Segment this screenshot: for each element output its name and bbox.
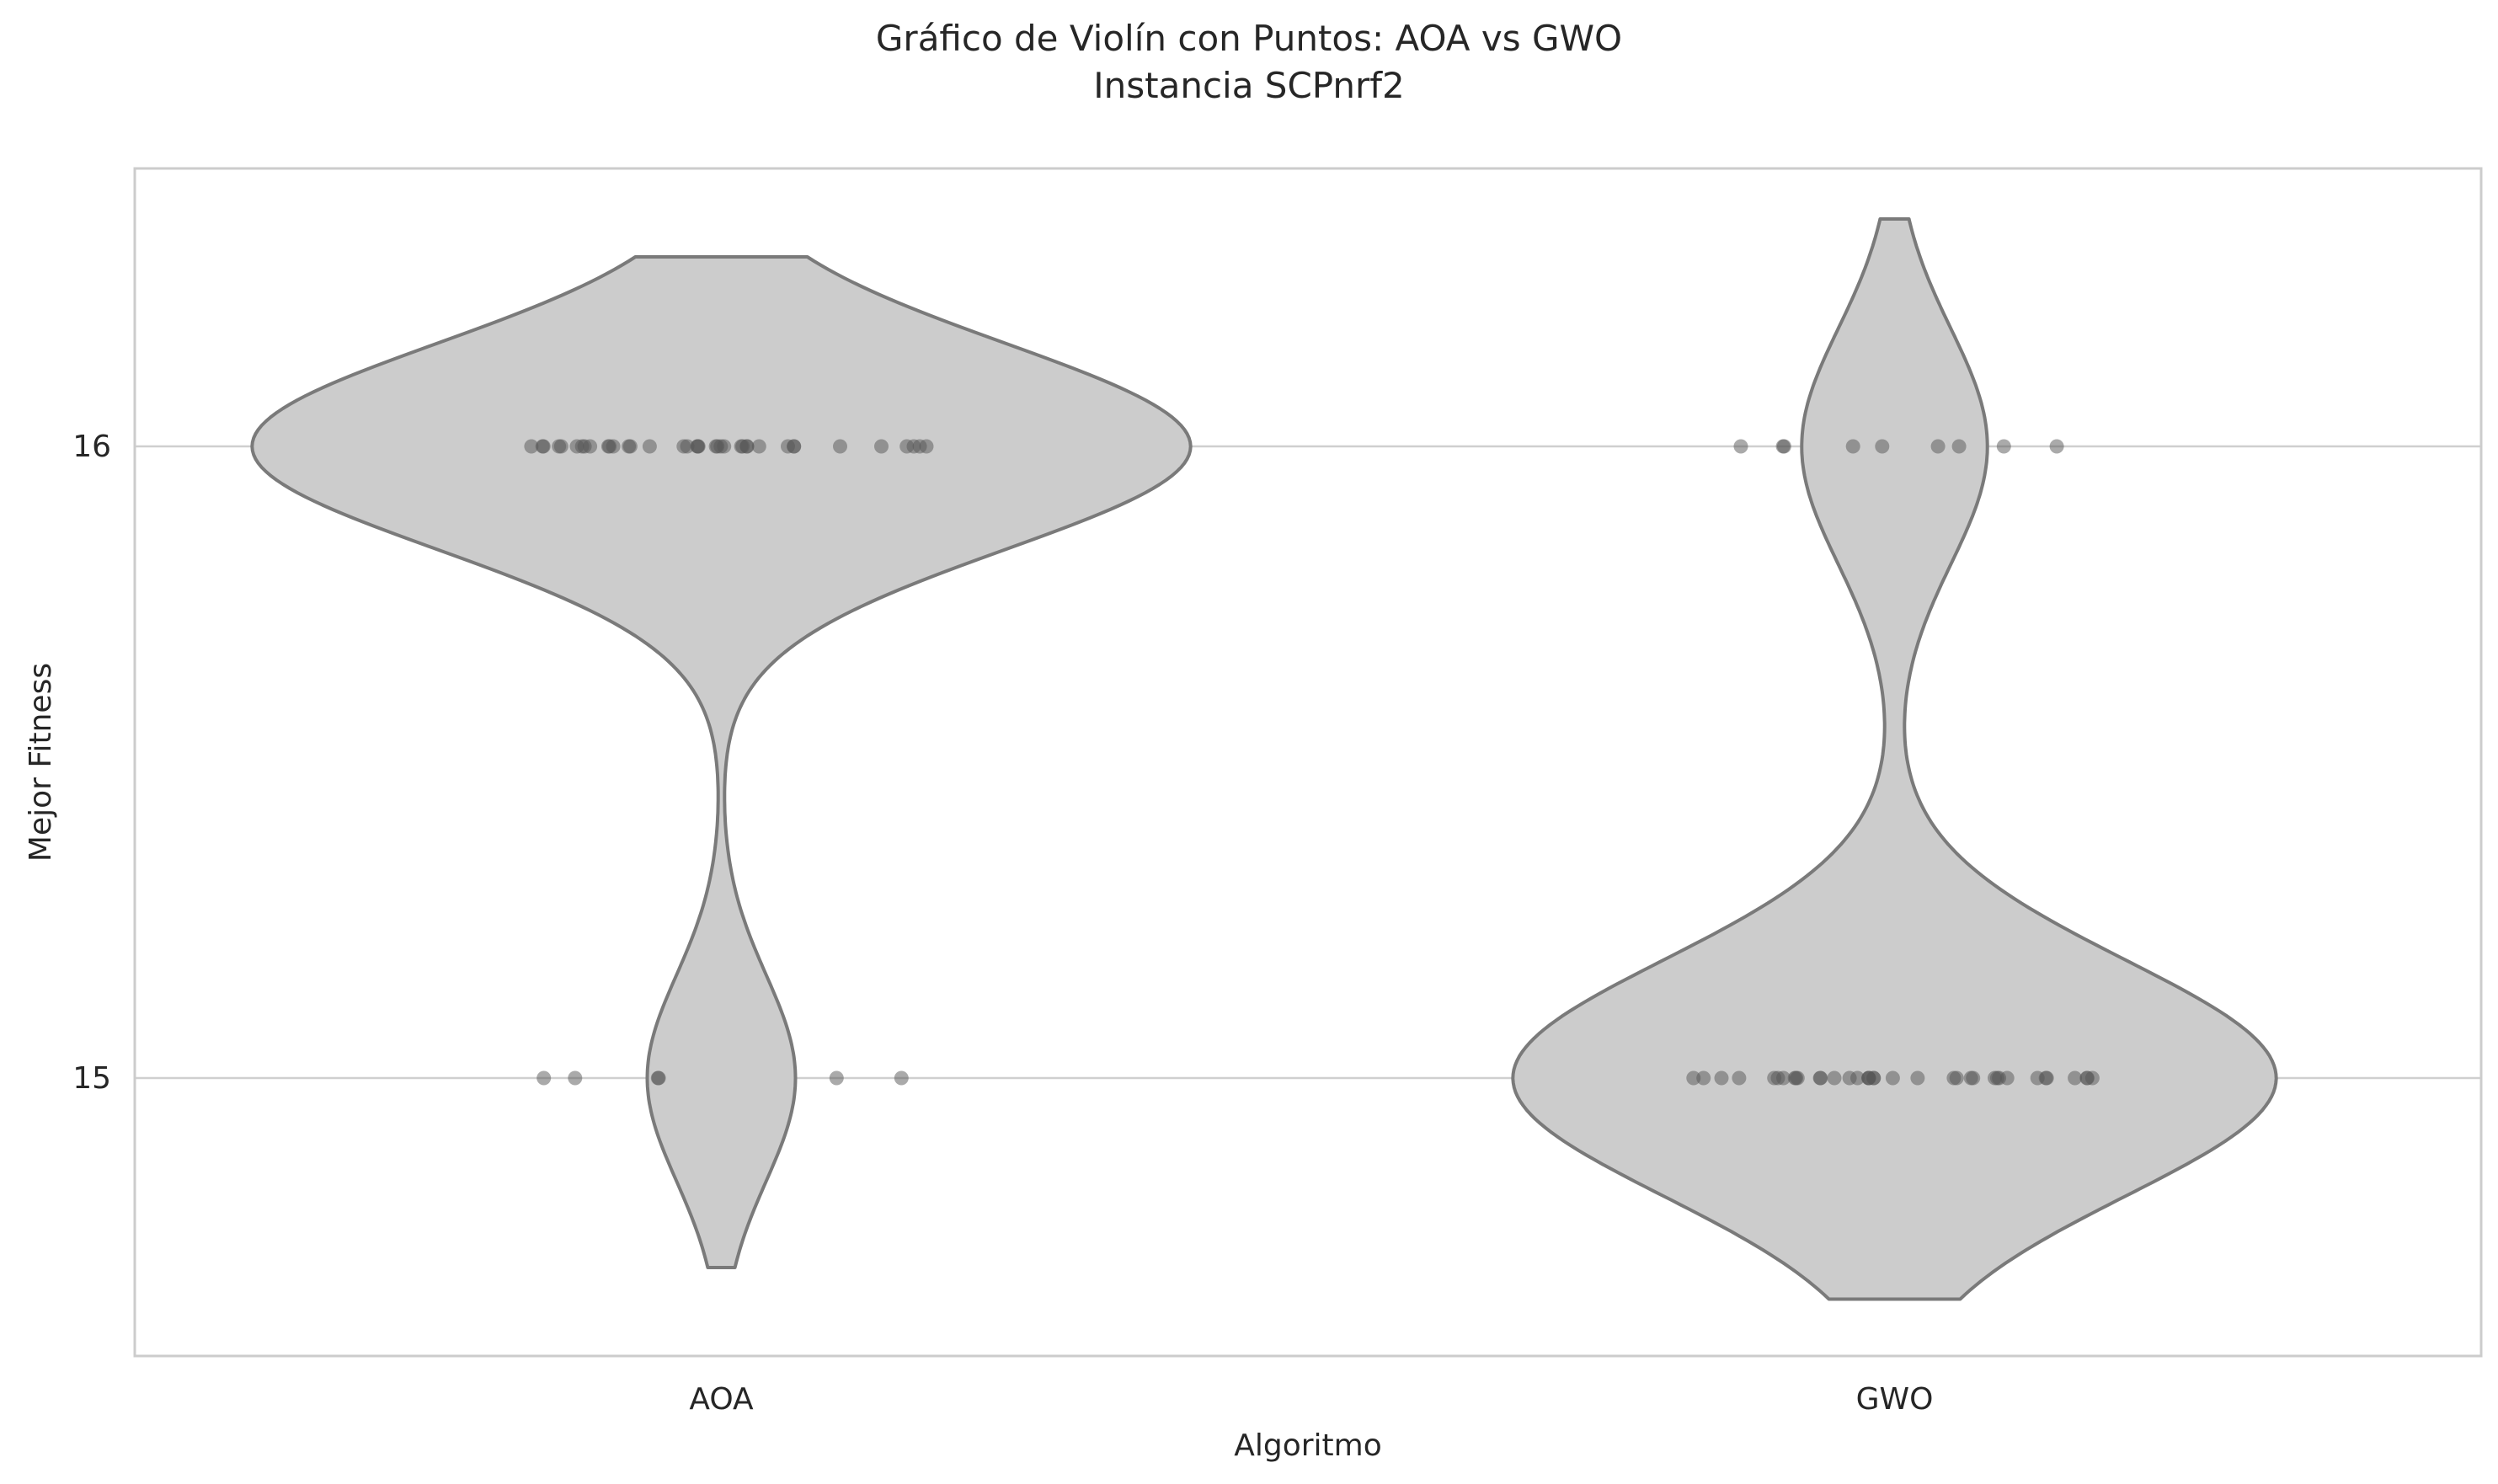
- data-point: [2039, 1070, 2054, 1086]
- data-point: [574, 439, 590, 454]
- data-point: [833, 439, 847, 454]
- data-point: [1861, 1070, 1876, 1086]
- data-point: [600, 439, 616, 454]
- data-point: [568, 1070, 583, 1086]
- data-point: [1732, 1070, 1747, 1086]
- chart-title-line: Gráfico de Violín con Puntos: AOA vs GWO: [875, 18, 1623, 59]
- data-point: [919, 439, 934, 454]
- data-point: [553, 439, 568, 454]
- data-point: [1996, 439, 2011, 454]
- data-point: [1875, 439, 1890, 454]
- data-points: [524, 439, 2100, 1086]
- axis-ticks: 15 16 AOA GWO: [72, 430, 1933, 1417]
- data-point: [691, 439, 706, 454]
- data-point: [829, 1070, 844, 1086]
- data-point: [535, 439, 550, 454]
- data-point: [1966, 1070, 1981, 1086]
- violins: [250, 217, 2278, 1301]
- data-point: [1733, 439, 1748, 454]
- data-point: [622, 439, 637, 454]
- data-point: [1789, 1070, 1803, 1086]
- data-point: [2079, 1070, 2095, 1086]
- data-point: [751, 439, 766, 454]
- violin-gwo: [1511, 217, 2278, 1301]
- data-point: [2049, 439, 2064, 454]
- data-point: [642, 439, 657, 454]
- chart-subtitle: Instancia SCPnrf2: [1093, 65, 1405, 106]
- y-tick-label: 15: [72, 1061, 111, 1096]
- data-point: [1951, 439, 1967, 454]
- data-point: [536, 1070, 552, 1086]
- data-point: [1827, 1070, 1842, 1086]
- data-point: [1885, 1070, 1900, 1086]
- data-point: [894, 1070, 909, 1086]
- x-tick-label: AOA: [689, 1382, 754, 1417]
- data-point: [680, 439, 695, 454]
- data-point: [1812, 1070, 1828, 1086]
- data-point: [906, 439, 921, 454]
- data-point: [1845, 439, 1860, 454]
- data-point: [1714, 1070, 1729, 1086]
- y-tick-label: 16: [72, 430, 111, 464]
- data-point: [1767, 1070, 1782, 1086]
- data-point: [2068, 1070, 2083, 1086]
- chart-title: Gráfico de Violín con Puntos: AOA vs GWO…: [0, 15, 2498, 109]
- data-point: [708, 439, 723, 454]
- data-point: [787, 439, 802, 454]
- x-axis-label: Algoritmo: [1234, 1428, 1382, 1463]
- data-point: [1988, 1070, 2002, 1086]
- data-point: [1930, 439, 1946, 454]
- data-point: [650, 1070, 665, 1086]
- data-point: [734, 439, 749, 454]
- data-point: [1696, 1070, 1711, 1086]
- y-axis-label: Mejor Fitness: [24, 663, 58, 862]
- data-point: [1842, 1070, 1857, 1086]
- data-point: [1775, 439, 1791, 454]
- data-point: [1686, 1070, 1701, 1086]
- data-point: [524, 439, 539, 454]
- plot-frame: [133, 167, 2483, 1358]
- data-point: [1910, 1070, 1925, 1086]
- data-point: [874, 439, 889, 454]
- data-point: [1946, 1070, 1962, 1086]
- x-tick-label: GWO: [1856, 1382, 1934, 1417]
- violin-aoa: [250, 255, 1193, 1269]
